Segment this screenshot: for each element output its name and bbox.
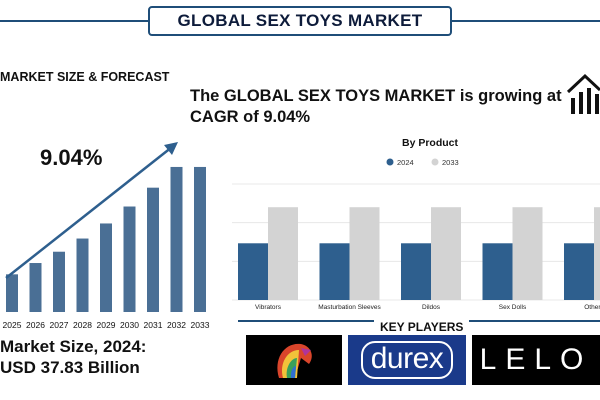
trend-arrow-line [5, 146, 173, 279]
market-size-label: Market Size, 2024: [0, 337, 147, 356]
chart-title: By Product [402, 137, 459, 149]
product-bar [319, 243, 350, 300]
forecast-bar [123, 206, 136, 312]
forecast-chart: 2025 2026 2027 2028 2029 2030 2031 2032 2033 [3, 142, 210, 330]
legend-label: 2033 [442, 158, 459, 167]
durex-logo: durex [348, 335, 466, 385]
lelo-logo-text: LELO [479, 343, 593, 376]
forecast-bar [147, 187, 159, 312]
headline: The GLOBAL SEX TOYS MARKET is growing at… [190, 87, 562, 126]
trend-arrow-head [164, 142, 178, 155]
forecast-bar [76, 238, 89, 312]
by-product-chart: By Product 2024 2033 Vibrators Masturbation … [232, 137, 600, 311]
lelo-logo: LELO [472, 335, 600, 385]
brand-emblem-icon [277, 343, 312, 378]
forecast-bar [29, 263, 42, 312]
page-title: GLOBAL SEX TOYS MARKET [177, 11, 423, 30]
product-bar [431, 207, 461, 300]
forecast-bar [194, 166, 206, 312]
product-bar [564, 243, 594, 300]
forecast-tick-label: 2026 [26, 320, 45, 330]
legend-marker [431, 158, 439, 166]
legend-label: 2024 [397, 158, 414, 167]
forecast-bar [170, 166, 183, 312]
product-bar [268, 207, 298, 300]
product-bar [401, 243, 431, 300]
forecast-tick-label: 2029 [97, 320, 116, 330]
forecast-tick-label: 2033 [191, 320, 210, 330]
product-bar [512, 207, 543, 300]
title-bar: GLOBAL SEX TOYS MARKET [0, 0, 600, 42]
product-bar [349, 207, 380, 300]
forecast-tick-label: 2027 [50, 320, 69, 330]
forecast-tick-label: 2025 [3, 320, 22, 330]
forecast-tick-label: 2030 [120, 320, 139, 330]
house-growth-icon [566, 73, 600, 114]
product-bar [238, 243, 268, 300]
section-label: MARKET SIZE & FORECAST [0, 70, 170, 84]
title-box: GLOBAL SEX TOYS MARKET [148, 6, 452, 36]
cagr-value: 9.04% [40, 145, 103, 170]
product-tick-label: Others [584, 304, 600, 311]
product-bar [594, 207, 600, 300]
forecast-tick-label: 2028 [73, 320, 92, 330]
forecast-tick-label: 2032 [167, 320, 186, 330]
market-size: Market Size, 2024: USD 37.83 Billion [0, 336, 146, 378]
product-tick-label: Vibrators [255, 304, 282, 311]
market-size-value: USD 37.83 Billion [0, 358, 140, 377]
legend-marker [386, 158, 394, 166]
product-tick-label: Sex Dolls [499, 304, 527, 311]
brand-emblem-logo [246, 335, 342, 385]
forecast-tick-label: 2031 [144, 320, 163, 330]
durex-logo-text: durex [360, 341, 454, 379]
forecast-bar [6, 274, 18, 312]
forecast-bar [100, 223, 112, 312]
product-bar [482, 243, 513, 300]
product-tick-label: Masturbation Sleeves [318, 304, 381, 311]
key-players-label: KEY PLAYERS [374, 320, 470, 334]
forecast-bar [53, 251, 65, 312]
product-tick-label: Dildos [422, 304, 441, 311]
